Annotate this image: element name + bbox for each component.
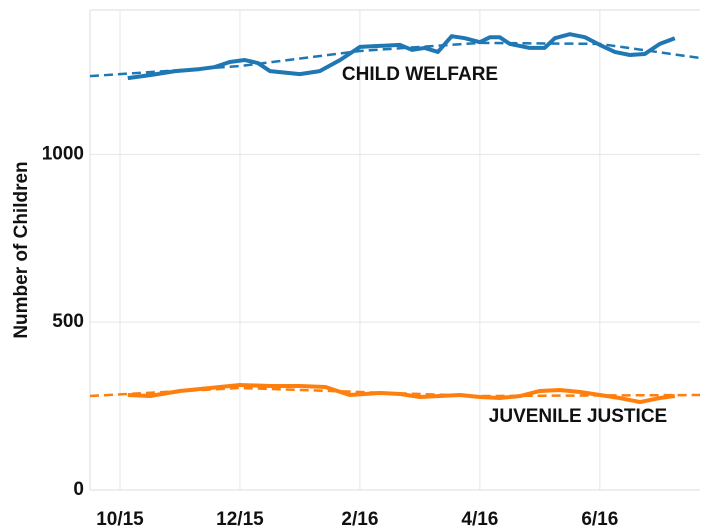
y-tick-label: 1000 [42, 143, 84, 164]
x-tick-label: 12/15 [216, 509, 264, 530]
x-tick-label: 10/15 [96, 509, 144, 530]
data-line [127, 382, 676, 405]
y-tick-label: 500 [52, 311, 84, 332]
data-line [127, 32, 676, 81]
series-label: CHILD WELFARE [342, 64, 498, 85]
x-tick-label: 6/16 [581, 509, 618, 530]
y-tick-label: 0 [73, 479, 84, 500]
x-tick-label: 4/16 [461, 509, 498, 530]
y-axis-label: Number of Children [11, 161, 32, 338]
series-label: JUVENILE JUSTICE [489, 406, 667, 427]
x-tick-label: 2/16 [341, 509, 378, 530]
